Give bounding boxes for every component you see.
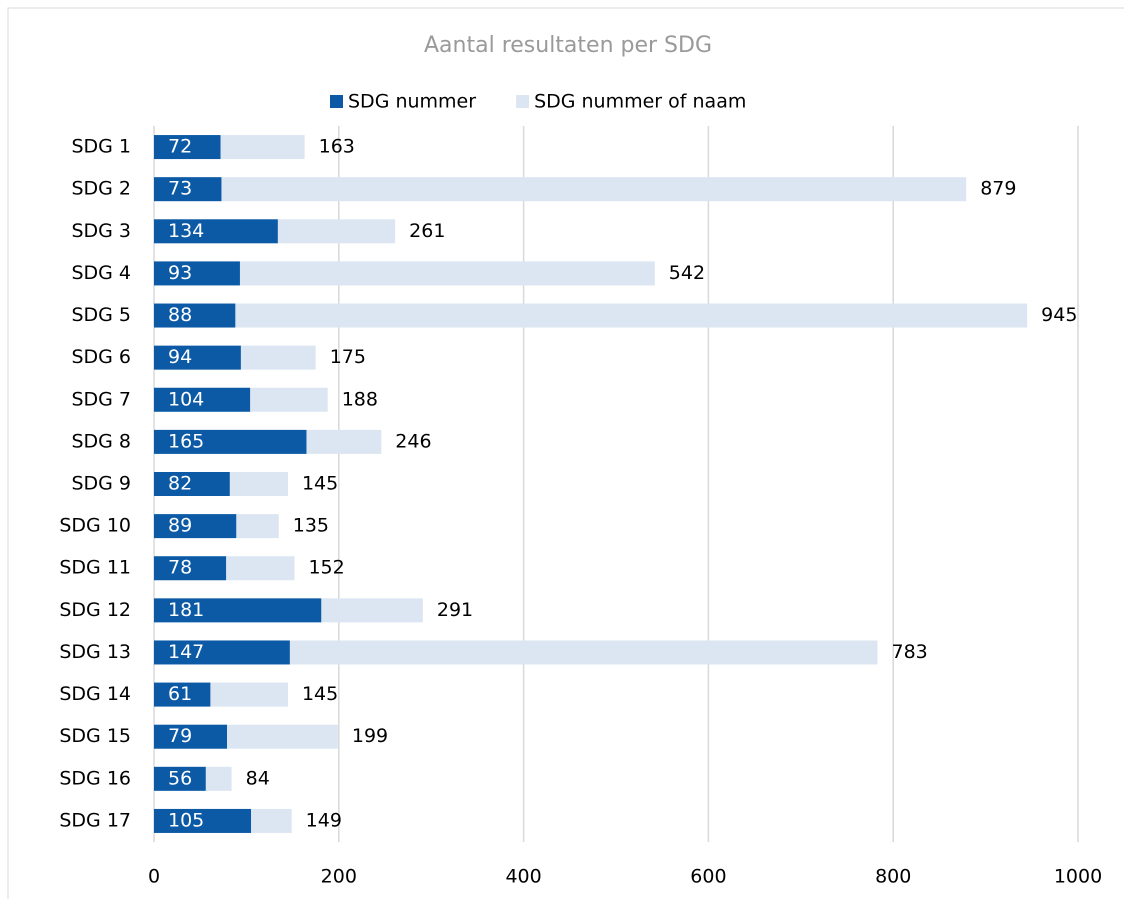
data-label: 82	[168, 473, 192, 495]
bar	[154, 556, 227, 581]
data-label: 783	[891, 641, 927, 663]
data-label: 72	[168, 136, 192, 158]
data-label: 89	[168, 515, 192, 537]
data-label: 105	[168, 809, 204, 831]
data-label: 79	[168, 725, 192, 747]
data-label: 56	[168, 767, 192, 789]
data-label: 199	[352, 725, 388, 747]
y-tick-label: SDG 17	[59, 809, 131, 831]
legend-label: SDG nummer of naam	[534, 91, 746, 113]
data-label: 88	[168, 304, 192, 326]
data-label: 134	[168, 220, 204, 242]
y-tick-label: SDG 5	[71, 304, 131, 326]
bar	[154, 514, 237, 539]
y-tick-label: SDG 15	[59, 725, 131, 747]
data-label: 175	[330, 346, 366, 368]
y-tick-label: SDG 2	[71, 178, 131, 200]
y-tick-label: SDG 12	[59, 599, 131, 621]
bar	[154, 724, 227, 749]
data-label: 165	[168, 430, 204, 452]
data-label: 542	[669, 262, 705, 284]
bar	[154, 387, 251, 412]
bar	[154, 177, 967, 202]
x-tick-label: 0	[148, 866, 160, 888]
legend-swatch	[330, 95, 343, 108]
y-tick-label: SDG 9	[71, 473, 131, 495]
y-tick-label: SDG 1	[71, 136, 131, 158]
data-label: 879	[980, 178, 1016, 200]
data-label: 145	[302, 683, 338, 705]
bar	[154, 219, 278, 244]
data-label: 945	[1041, 304, 1077, 326]
bar	[154, 472, 230, 496]
y-tick-label: SDG 8	[71, 430, 131, 452]
y-tick-label: SDG 6	[71, 346, 131, 368]
data-label: 291	[437, 599, 473, 621]
data-label: 135	[293, 515, 329, 537]
x-tick-label: 1000	[1054, 866, 1102, 888]
legend-label: SDG nummer	[348, 91, 476, 113]
bar	[154, 429, 307, 454]
data-label: 78	[168, 557, 192, 579]
bar	[154, 640, 290, 665]
data-label: 93	[168, 262, 192, 284]
data-label: 84	[246, 767, 270, 789]
x-tick-label: 400	[505, 866, 541, 888]
data-label: 163	[319, 136, 355, 158]
y-tick-label: SDG 3	[71, 220, 131, 242]
x-tick-label: 200	[321, 866, 357, 888]
data-label: 181	[168, 599, 204, 621]
bar	[154, 345, 241, 370]
bar	[154, 261, 240, 286]
bar	[154, 135, 221, 160]
y-tick-label: SDG 14	[59, 683, 131, 705]
data-label: 73	[168, 178, 192, 200]
data-label: 149	[306, 809, 342, 831]
bar	[154, 682, 211, 707]
data-label: 152	[308, 557, 344, 579]
y-tick-label: SDG 7	[71, 388, 131, 410]
legend-swatch	[516, 95, 530, 108]
y-tick-label: SDG 10	[59, 515, 131, 537]
bar	[154, 303, 1028, 328]
data-label: 188	[342, 388, 378, 410]
y-tick-label: SDG 11	[59, 557, 131, 579]
data-label: 94	[168, 346, 192, 368]
data-label: 145	[302, 473, 338, 495]
bar	[154, 177, 222, 202]
bar	[154, 303, 236, 328]
data-label: 246	[395, 430, 431, 452]
chart-title: Aantal resultaten per SDG	[424, 33, 712, 58]
bar	[154, 766, 206, 791]
bar	[154, 808, 252, 833]
data-label: 104	[168, 388, 204, 410]
bar	[154, 598, 322, 623]
chart-border	[7, 7, 1124, 899]
data-label: 147	[168, 641, 204, 663]
x-tick-label: 800	[875, 866, 911, 888]
data-label: 61	[168, 683, 192, 705]
y-tick-label: SDG 4	[71, 262, 131, 284]
y-tick-label: SDG 13	[59, 641, 131, 663]
y-tick-label: SDG 16	[59, 767, 131, 789]
data-label: 261	[409, 220, 445, 242]
x-tick-label: 600	[690, 866, 726, 888]
